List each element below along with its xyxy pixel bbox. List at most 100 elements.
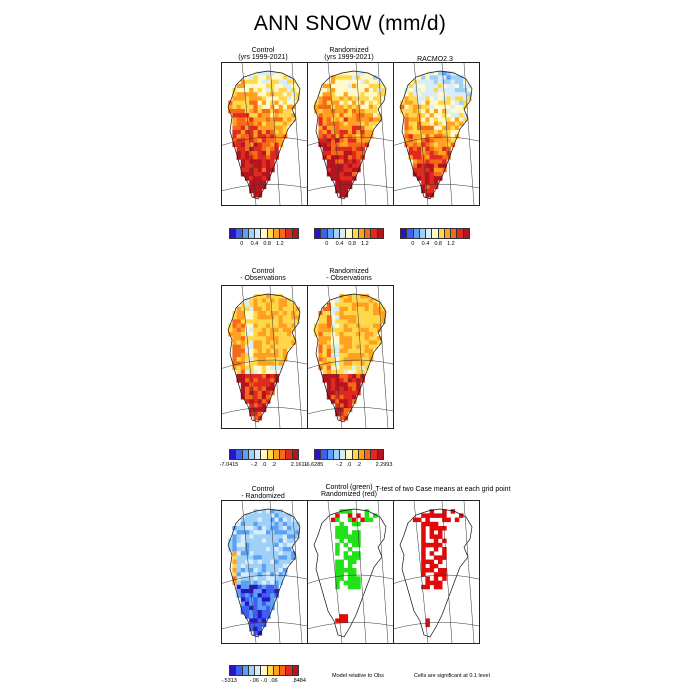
grid-cell [322,104,328,110]
grid-cell [266,125,271,131]
grid-cell [442,159,447,164]
grid-cell [278,340,284,345]
grid-cells [400,71,472,198]
grid-cell [433,109,439,114]
grid-cell [245,513,250,518]
grid-cell [236,117,242,122]
grid-cell [240,142,246,148]
grid-cell [352,378,357,383]
grid-cell [425,184,430,190]
grid-cell [335,176,340,181]
grid-cell [261,509,267,514]
grid-cell [270,509,275,514]
grid-cell [282,332,288,337]
grid-cell [459,92,464,97]
grid-cell [240,517,246,523]
grid-cell [274,559,279,565]
grid-cell [442,142,447,148]
grid-cell [343,614,349,619]
grid-cell [347,306,353,312]
grid-cell [347,109,353,114]
grid-cell [261,96,267,101]
grid-cell [232,96,237,101]
grid-cell [274,572,279,577]
grid-cell [228,542,233,548]
graticule [394,63,479,205]
grid-cell [421,184,426,190]
grid-cell [356,155,361,160]
grid-cell [228,104,233,110]
grid-cell [257,622,263,628]
grid-cell [347,407,353,413]
grid-cell [266,155,271,160]
grid-cell [425,125,430,131]
grid-cell [463,117,468,122]
grid-cell [249,568,254,573]
grid-cell [438,163,443,169]
grid-cell [314,323,319,329]
grid-cell [368,79,374,85]
grid-cells [331,509,378,623]
grid-cell [352,584,357,590]
grid-cell [442,146,447,152]
grid-cell [356,302,361,308]
grid-cell [249,121,254,127]
grid-cell [257,538,263,544]
grid-cell [249,298,254,303]
grid-cell [261,353,267,358]
colorbar-tick-label: 1.2 [276,241,284,247]
grid-cell [438,513,443,518]
grid-cell [433,75,439,80]
grid-cell [381,306,386,312]
grid-cell [343,142,349,148]
grid-cell [249,626,254,632]
grid-cell [257,146,263,152]
grid-cell [261,125,267,131]
grid-cell [343,365,349,371]
grid-cell [257,100,263,106]
grid-cell [270,555,275,560]
grid-cell [257,176,263,181]
grid-cell [232,117,237,122]
grid-cell [261,576,267,581]
grid-cell [240,92,246,97]
grid-cell [261,521,267,527]
grid-cell [249,538,254,544]
colorbar-cb6: -.5313 -.06 -.0.06.8484 [221,665,306,684]
grid-cell [429,559,435,565]
grid-cell [463,96,468,101]
grid-cell [331,361,336,366]
grid-cell [343,167,349,173]
grid-cell [356,551,361,556]
grid-cell [412,83,418,89]
grid-cell [347,580,353,586]
grid-cell [352,538,357,544]
grid-cell [249,332,254,337]
grid-cell [326,332,332,337]
graticule [308,63,393,205]
grid-cell [425,193,430,198]
grid-cell [347,121,353,127]
grid-cell [433,521,439,527]
grid-cell [270,382,275,387]
coastline [227,70,301,200]
grid-cell [335,386,340,392]
grid-cell [274,336,279,341]
grid-cell [240,361,246,366]
colorbar-swatch [267,666,274,675]
grid-cell [356,88,361,93]
grid-cell [249,576,254,581]
grid-cell [417,117,422,122]
grid-cell [326,315,332,320]
grid-cell [339,188,344,194]
grid-cell [253,365,258,371]
grid-cell [278,75,284,80]
grid-cell [417,172,422,177]
grid-cell [236,315,242,320]
grid-cell [236,563,242,569]
grid-cell [249,151,254,156]
grid-cell [270,79,275,85]
grid-cell [322,374,328,379]
grid-cell [450,138,456,143]
grid-cell [433,580,439,586]
